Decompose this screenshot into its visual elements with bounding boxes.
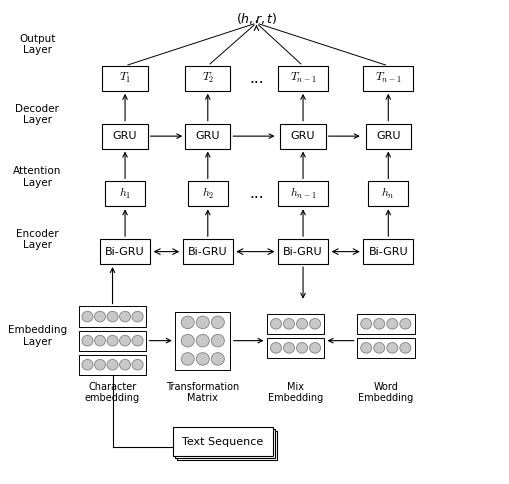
FancyBboxPatch shape <box>78 331 146 351</box>
Circle shape <box>360 318 371 329</box>
Circle shape <box>181 316 194 329</box>
Circle shape <box>373 318 384 329</box>
Text: ...: ... <box>248 186 263 201</box>
Circle shape <box>211 353 224 365</box>
Text: $h_n$: $h_n$ <box>381 186 394 201</box>
FancyBboxPatch shape <box>362 239 412 264</box>
Circle shape <box>386 318 397 329</box>
Text: $h_2$: $h_2$ <box>201 186 214 201</box>
Circle shape <box>94 311 105 322</box>
Circle shape <box>270 343 281 353</box>
Text: $(h, r, t)$: $(h, r, t)$ <box>235 11 276 26</box>
Circle shape <box>373 343 384 353</box>
FancyBboxPatch shape <box>277 66 327 91</box>
Circle shape <box>309 343 320 353</box>
Circle shape <box>181 353 194 365</box>
Circle shape <box>196 316 209 329</box>
FancyBboxPatch shape <box>266 338 324 358</box>
FancyBboxPatch shape <box>105 182 145 206</box>
FancyBboxPatch shape <box>365 123 410 149</box>
Circle shape <box>196 334 209 347</box>
Text: $T_{n-1}$: $T_{n-1}$ <box>374 71 401 85</box>
Circle shape <box>132 311 143 322</box>
Text: Mix
Embedding: Mix Embedding <box>267 381 323 403</box>
FancyBboxPatch shape <box>277 182 327 206</box>
Text: Character
embedding: Character embedding <box>85 381 140 403</box>
FancyBboxPatch shape <box>78 306 146 327</box>
Text: Bi-GRU: Bi-GRU <box>105 247 145 257</box>
Circle shape <box>82 335 93 346</box>
Text: Output
Layer: Output Layer <box>19 34 55 56</box>
Text: Embedding
Layer: Embedding Layer <box>8 325 67 347</box>
Circle shape <box>399 318 410 329</box>
Text: $h_{n-1}$: $h_{n-1}$ <box>289 186 316 201</box>
FancyBboxPatch shape <box>175 429 274 458</box>
Circle shape <box>283 318 294 329</box>
Circle shape <box>181 334 194 347</box>
Circle shape <box>119 360 130 370</box>
FancyBboxPatch shape <box>362 66 412 91</box>
Circle shape <box>211 334 224 347</box>
Text: $T_1$: $T_1$ <box>119 71 131 85</box>
Circle shape <box>296 318 307 329</box>
Text: Encoder
Layer: Encoder Layer <box>16 229 59 250</box>
Circle shape <box>107 311 118 322</box>
Text: Text Sequence: Text Sequence <box>182 437 263 447</box>
Text: GRU: GRU <box>195 131 219 141</box>
Circle shape <box>309 318 320 329</box>
Text: Bi-GRU: Bi-GRU <box>282 247 322 257</box>
Circle shape <box>82 360 93 370</box>
Text: GRU: GRU <box>290 131 315 141</box>
Circle shape <box>132 360 143 370</box>
FancyBboxPatch shape <box>367 182 408 206</box>
Text: $h_1$: $h_1$ <box>119 186 131 201</box>
Circle shape <box>94 335 105 346</box>
FancyBboxPatch shape <box>102 66 147 91</box>
Circle shape <box>270 318 281 329</box>
Circle shape <box>119 311 130 322</box>
Circle shape <box>211 316 224 329</box>
FancyBboxPatch shape <box>356 314 414 334</box>
FancyBboxPatch shape <box>78 355 146 375</box>
FancyBboxPatch shape <box>356 338 414 358</box>
FancyBboxPatch shape <box>182 239 233 264</box>
Circle shape <box>132 335 143 346</box>
Text: ...: ... <box>248 71 263 86</box>
Text: Word
Embedding: Word Embedding <box>357 381 413 403</box>
FancyBboxPatch shape <box>266 314 324 334</box>
FancyBboxPatch shape <box>100 239 150 264</box>
Text: $T_2$: $T_2$ <box>201 71 214 85</box>
FancyBboxPatch shape <box>277 239 327 264</box>
Circle shape <box>94 360 105 370</box>
Text: GRU: GRU <box>375 131 400 141</box>
Text: Transformation
Matrix: Transformation Matrix <box>166 381 239 403</box>
FancyBboxPatch shape <box>280 123 325 149</box>
FancyBboxPatch shape <box>175 312 230 369</box>
Text: GRU: GRU <box>112 131 137 141</box>
Text: Bi-GRU: Bi-GRU <box>188 247 227 257</box>
Text: $T_{n-1}$: $T_{n-1}$ <box>289 71 316 85</box>
Text: Decoder
Layer: Decoder Layer <box>15 104 59 125</box>
Text: Attention
Layer: Attention Layer <box>13 166 62 188</box>
Circle shape <box>399 343 410 353</box>
Circle shape <box>107 360 118 370</box>
FancyBboxPatch shape <box>187 182 228 206</box>
FancyBboxPatch shape <box>176 431 276 460</box>
Circle shape <box>196 353 209 365</box>
Circle shape <box>386 343 397 353</box>
Circle shape <box>119 335 130 346</box>
Circle shape <box>360 343 371 353</box>
Circle shape <box>296 343 307 353</box>
Text: Bi-GRU: Bi-GRU <box>367 247 407 257</box>
FancyBboxPatch shape <box>185 123 230 149</box>
FancyBboxPatch shape <box>102 123 147 149</box>
Circle shape <box>107 335 118 346</box>
Circle shape <box>283 343 294 353</box>
FancyBboxPatch shape <box>173 427 272 456</box>
FancyBboxPatch shape <box>185 66 230 91</box>
Circle shape <box>82 311 93 322</box>
